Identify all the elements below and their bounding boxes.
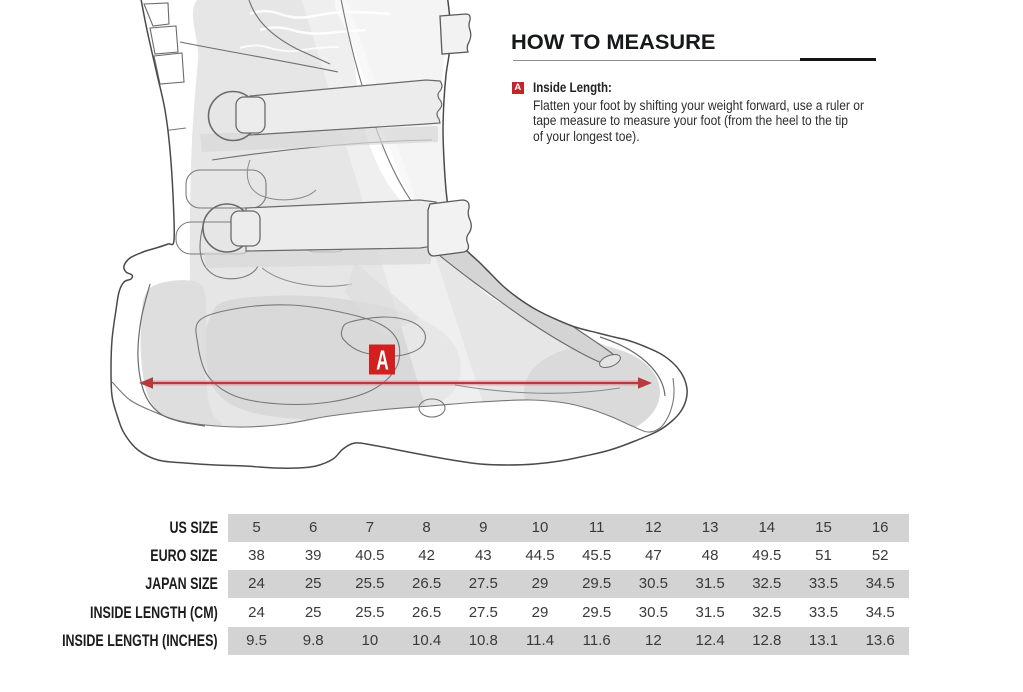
- svg-text:A: A: [376, 344, 389, 375]
